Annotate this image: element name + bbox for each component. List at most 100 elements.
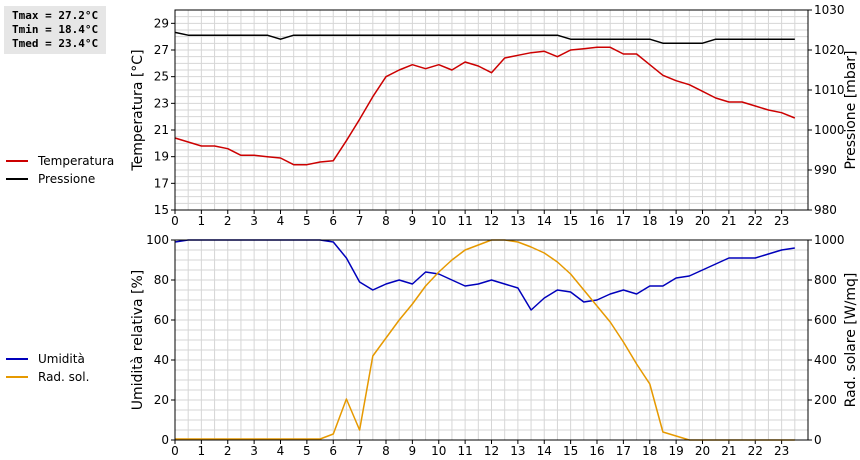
top-xtick-label: 21 xyxy=(721,214,736,228)
bottom-xtick-label: 16 xyxy=(589,444,604,458)
bottom-xtick-label: 14 xyxy=(537,444,552,458)
legend-swatch-pressione xyxy=(6,178,28,180)
top-ltick-label: 23 xyxy=(154,96,169,110)
bottom-ltick-label: 60 xyxy=(154,313,169,327)
legend-label-temperatura: Temperatura xyxy=(38,154,115,168)
bottom-ltick-label: 0 xyxy=(161,433,169,447)
top-xtick-label: 13 xyxy=(510,214,525,228)
bottom-rtick-label: 0 xyxy=(814,433,822,447)
bottom-xtick-label: 20 xyxy=(695,444,710,458)
top-xtick-label: 2 xyxy=(224,214,232,228)
bottom-xtick-label: 18 xyxy=(642,444,657,458)
legend-item-pressione: Pressione xyxy=(6,170,114,188)
bottom-left-axis-label: Umidità relativa [%] xyxy=(130,270,146,411)
legend-item-rad-sol: Rad. sol. xyxy=(6,368,89,386)
stats-box: Tmax = 27.2°C Tmin = 18.4°C Tmed = 23.4°… xyxy=(4,6,106,54)
bottom-xtick-label: 1 xyxy=(198,444,206,458)
top-plot-frame xyxy=(174,9,809,211)
bottom-ltick-label: 40 xyxy=(154,353,169,367)
bottom-xtick-label: 7 xyxy=(356,444,364,458)
top-ltick-label: 27 xyxy=(154,43,169,57)
top-xtick-label: 20 xyxy=(695,214,710,228)
top-ltick-label: 21 xyxy=(154,123,169,137)
top-xtick-label: 23 xyxy=(774,214,789,228)
top-rtick-label: 1010 xyxy=(814,83,845,97)
bottom-ltick-label: 20 xyxy=(154,393,169,407)
legend-swatch-temperatura xyxy=(6,160,28,162)
bottom-xtick-label: 6 xyxy=(329,444,337,458)
top-xtick-label: 15 xyxy=(563,214,578,228)
bottom-xtick-label: 10 xyxy=(431,444,446,458)
legend-label-rad-sol: Rad. sol. xyxy=(38,370,90,384)
top-ltick-label: 15 xyxy=(154,203,169,217)
tmed-label: Tmed = 23.4°C xyxy=(12,37,99,50)
legend-swatch-umidita xyxy=(6,358,28,360)
bottom-rtick-label: 400 xyxy=(814,353,837,367)
top-xtick-label: 18 xyxy=(642,214,657,228)
legend-label-umidita: Umidità xyxy=(38,352,85,366)
bottom-plot-frame xyxy=(174,239,809,441)
bottom-xtick-label: 8 xyxy=(382,444,390,458)
bottom-xtick-label: 15 xyxy=(563,444,578,458)
top-ltick-label: 19 xyxy=(154,150,169,164)
top-series-pressione xyxy=(174,31,795,44)
bottom-xtick-label: 11 xyxy=(457,444,472,458)
bottom-xtick-label: 2 xyxy=(224,444,232,458)
top-rtick-label: 1030 xyxy=(814,3,845,17)
bottom-xtick-label: 9 xyxy=(409,444,417,458)
top-series-temperatura xyxy=(174,46,796,166)
top-xtick-label: 10 xyxy=(431,214,446,228)
bottom-xtick-label: 3 xyxy=(250,444,258,458)
tmax-label: Tmax = 27.2°C xyxy=(12,9,99,22)
legend-label-pressione: Pressione xyxy=(38,172,96,186)
top-xtick-label: 12 xyxy=(484,214,499,228)
bottom-rtick-label: 1000 xyxy=(814,233,845,247)
top-xtick-label: 6 xyxy=(329,214,337,228)
bottom-xtick-label: 19 xyxy=(668,444,683,458)
bottom-xtick-label: 23 xyxy=(774,444,789,458)
bottom-xtick-label: 22 xyxy=(748,444,763,458)
top-xtick-label: 16 xyxy=(589,214,604,228)
top-xtick-label: 22 xyxy=(748,214,763,228)
bottom-xtick-label: 13 xyxy=(510,444,525,458)
bottom-rtick-label: 200 xyxy=(814,393,837,407)
legend-item-temperatura: Temperatura xyxy=(6,152,114,170)
top-xtick-label: 7 xyxy=(356,214,364,228)
top-rtick-label: 1000 xyxy=(814,123,845,137)
bottom-rtick-label: 800 xyxy=(814,273,837,287)
top-xtick-label: 11 xyxy=(457,214,472,228)
top-xtick-label: 4 xyxy=(277,214,285,228)
bottom-ltick-label: 100 xyxy=(146,233,169,247)
top-left-axis-label: Temperatura [°C] xyxy=(130,49,146,171)
top-rtick-label: 980 xyxy=(814,203,837,217)
top-right-axis-label: Pressione [mbar] xyxy=(843,50,859,169)
bottom-ltick-label: 80 xyxy=(154,273,169,287)
top-xtick-label: 0 xyxy=(171,214,179,228)
top-xtick-label: 17 xyxy=(616,214,631,228)
top-xtick-label: 5 xyxy=(303,214,311,228)
legend-bottom: Umidità Rad. sol. xyxy=(6,350,89,386)
bottom-xtick-label: 12 xyxy=(484,444,499,458)
bottom-xtick-label: 5 xyxy=(303,444,311,458)
bottom-xtick-label: 4 xyxy=(277,444,285,458)
top-xtick-label: 1 xyxy=(198,214,206,228)
top-xtick-label: 19 xyxy=(668,214,683,228)
top-ltick-label: 29 xyxy=(154,16,169,30)
top-ltick-label: 17 xyxy=(154,176,169,190)
top-ltick-label: 25 xyxy=(154,70,169,84)
bottom-xtick-label: 17 xyxy=(616,444,631,458)
legend-item-umidita: Umidità xyxy=(6,350,89,368)
top-xtick-label: 8 xyxy=(382,214,390,228)
legend-swatch-rad-sol xyxy=(6,376,28,378)
bottom-right-axis-label: Rad. solare [W/mq] xyxy=(843,273,859,408)
bottom-xtick-label: 0 xyxy=(171,444,179,458)
top-xtick-label: 3 xyxy=(250,214,258,228)
tmin-label: Tmin = 18.4°C xyxy=(12,23,99,36)
bottom-rtick-label: 600 xyxy=(814,313,837,327)
top-rtick-label: 990 xyxy=(814,163,837,177)
top-xtick-label: 9 xyxy=(409,214,417,228)
top-rtick-label: 1020 xyxy=(814,43,845,57)
top-xtick-label: 14 xyxy=(537,214,552,228)
bottom-xtick-label: 21 xyxy=(721,444,736,458)
legend-top: Temperatura Pressione xyxy=(6,152,114,188)
